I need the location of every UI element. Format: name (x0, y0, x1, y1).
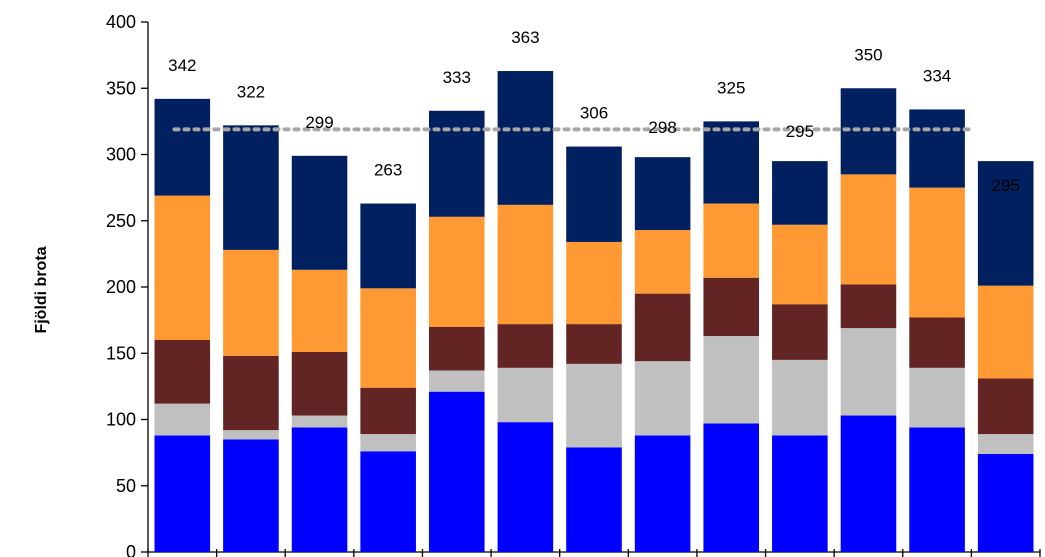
bar-segment-series-3 (428, 326, 485, 371)
bar-segment-series-4 (223, 249, 279, 356)
bar-total-label: 299 (305, 113, 333, 132)
bar-total-label: 325 (717, 78, 745, 97)
y-tick-label: 100 (106, 410, 136, 430)
y-tick-label: 350 (106, 78, 136, 98)
bar-segment-series-2 (291, 415, 348, 428)
bar-segment-series-3 (360, 387, 416, 435)
bar-segment-series-5 (154, 98, 211, 196)
bar-total-label: 263 (374, 161, 402, 180)
bar-segment-series-5 (703, 121, 760, 204)
y-axis-title: Fjöldi brota (33, 246, 50, 333)
bar-segment-series-2 (909, 367, 965, 428)
bar-segment-series-4 (703, 203, 760, 278)
bar-segment-series-2 (223, 430, 279, 440)
bar-segment-series-4 (154, 195, 211, 340)
bar-segment-series-5 (428, 110, 485, 217)
bar-segment-series-5 (223, 125, 279, 250)
bar-segment-series-1 (291, 427, 348, 552)
bar-segment-series-5 (909, 109, 965, 188)
bar-total-label: 298 (648, 118, 676, 137)
bar-segment-series-4 (428, 216, 485, 327)
bar-segment-series-4 (634, 230, 691, 294)
bar-segment-series-2 (840, 328, 897, 416)
data-labels-group: 342 322 299 263 333 363 306 298 325 295 350 334 295 (168, 28, 1020, 195)
bar-total-label: 295 (786, 122, 814, 141)
bar-total-label: 334 (923, 66, 951, 85)
bar-segment-series-1 (154, 435, 211, 552)
bar-segment-series-5 (977, 161, 1034, 286)
bar-segment-series-4 (360, 288, 416, 388)
bar-segment-series-1 (772, 435, 828, 552)
bar-segment-series-5 (497, 71, 554, 205)
bar-segment-series-2 (566, 363, 622, 448)
y-tick-label: 250 (106, 211, 136, 231)
bar-segment-series-2 (634, 361, 691, 436)
bar-segment-series-5 (566, 146, 622, 242)
bar-total-label: 363 (511, 28, 539, 47)
bar-segment-series-5 (634, 157, 691, 231)
y-tick-label: 300 (106, 145, 136, 165)
bar-segment-series-2 (154, 403, 211, 436)
bar-segment-series-4 (497, 204, 554, 325)
y-tick-label: 200 (106, 277, 136, 297)
bar-segment-series-5 (291, 155, 348, 270)
bar-total-label: 333 (443, 68, 471, 87)
bar-segment-series-5 (360, 203, 416, 289)
y-tick-label: 50 (116, 476, 136, 496)
bar-total-label: 306 (580, 104, 608, 123)
bar-segment-series-2 (772, 359, 828, 436)
bar-segment-series-3 (154, 340, 211, 404)
y-tick-label: 150 (106, 343, 136, 363)
bar-segment-series-2 (497, 367, 554, 423)
y-tick-label: 0 (126, 542, 136, 557)
bar-segment-series-4 (291, 269, 348, 352)
bar-segment-series-3 (772, 304, 828, 360)
bar-segment-series-1 (223, 439, 279, 552)
bar-segment-series-3 (909, 317, 965, 368)
bar-segment-series-1 (360, 451, 416, 552)
bar-segment-series-3 (291, 351, 348, 416)
bar-segment-series-3 (840, 284, 897, 329)
bar-segment-series-1 (634, 435, 691, 552)
y-tick-label: 400 (106, 12, 136, 32)
bar-segment-series-3 (634, 293, 691, 362)
bar-segment-series-1 (703, 423, 760, 552)
bar-segment-series-3 (566, 324, 622, 364)
bar-segment-series-2 (360, 434, 416, 452)
bar-segment-series-3 (977, 378, 1034, 435)
bar-total-label: 322 (237, 82, 265, 101)
bar-total-label: 342 (168, 56, 196, 75)
bar-segment-series-3 (497, 324, 554, 368)
bar-segment-series-5 (772, 161, 828, 225)
bar-segment-series-4 (977, 285, 1034, 379)
bar-total-label: 295 (992, 176, 1020, 195)
bar-segment-series-1 (840, 415, 897, 552)
bar-segment-series-1 (428, 391, 485, 552)
bars-group (154, 71, 1034, 552)
bar-segment-series-4 (909, 187, 965, 318)
bar-segment-series-1 (566, 447, 622, 552)
bar-segment-series-4 (840, 174, 897, 285)
bar-segment-series-3 (703, 277, 760, 337)
bar-segment-series-1 (497, 422, 554, 552)
bar-segment-series-1 (909, 427, 965, 552)
bar-segment-series-2 (428, 370, 485, 392)
bar-segment-series-1 (977, 453, 1034, 552)
bar-segment-series-2 (703, 336, 760, 424)
bar-segment-series-4 (772, 224, 828, 305)
bar-segment-series-2 (977, 434, 1034, 454)
bar-segment-series-4 (566, 241, 622, 325)
bar-total-label: 350 (854, 45, 882, 64)
bar-segment-series-3 (223, 355, 279, 431)
